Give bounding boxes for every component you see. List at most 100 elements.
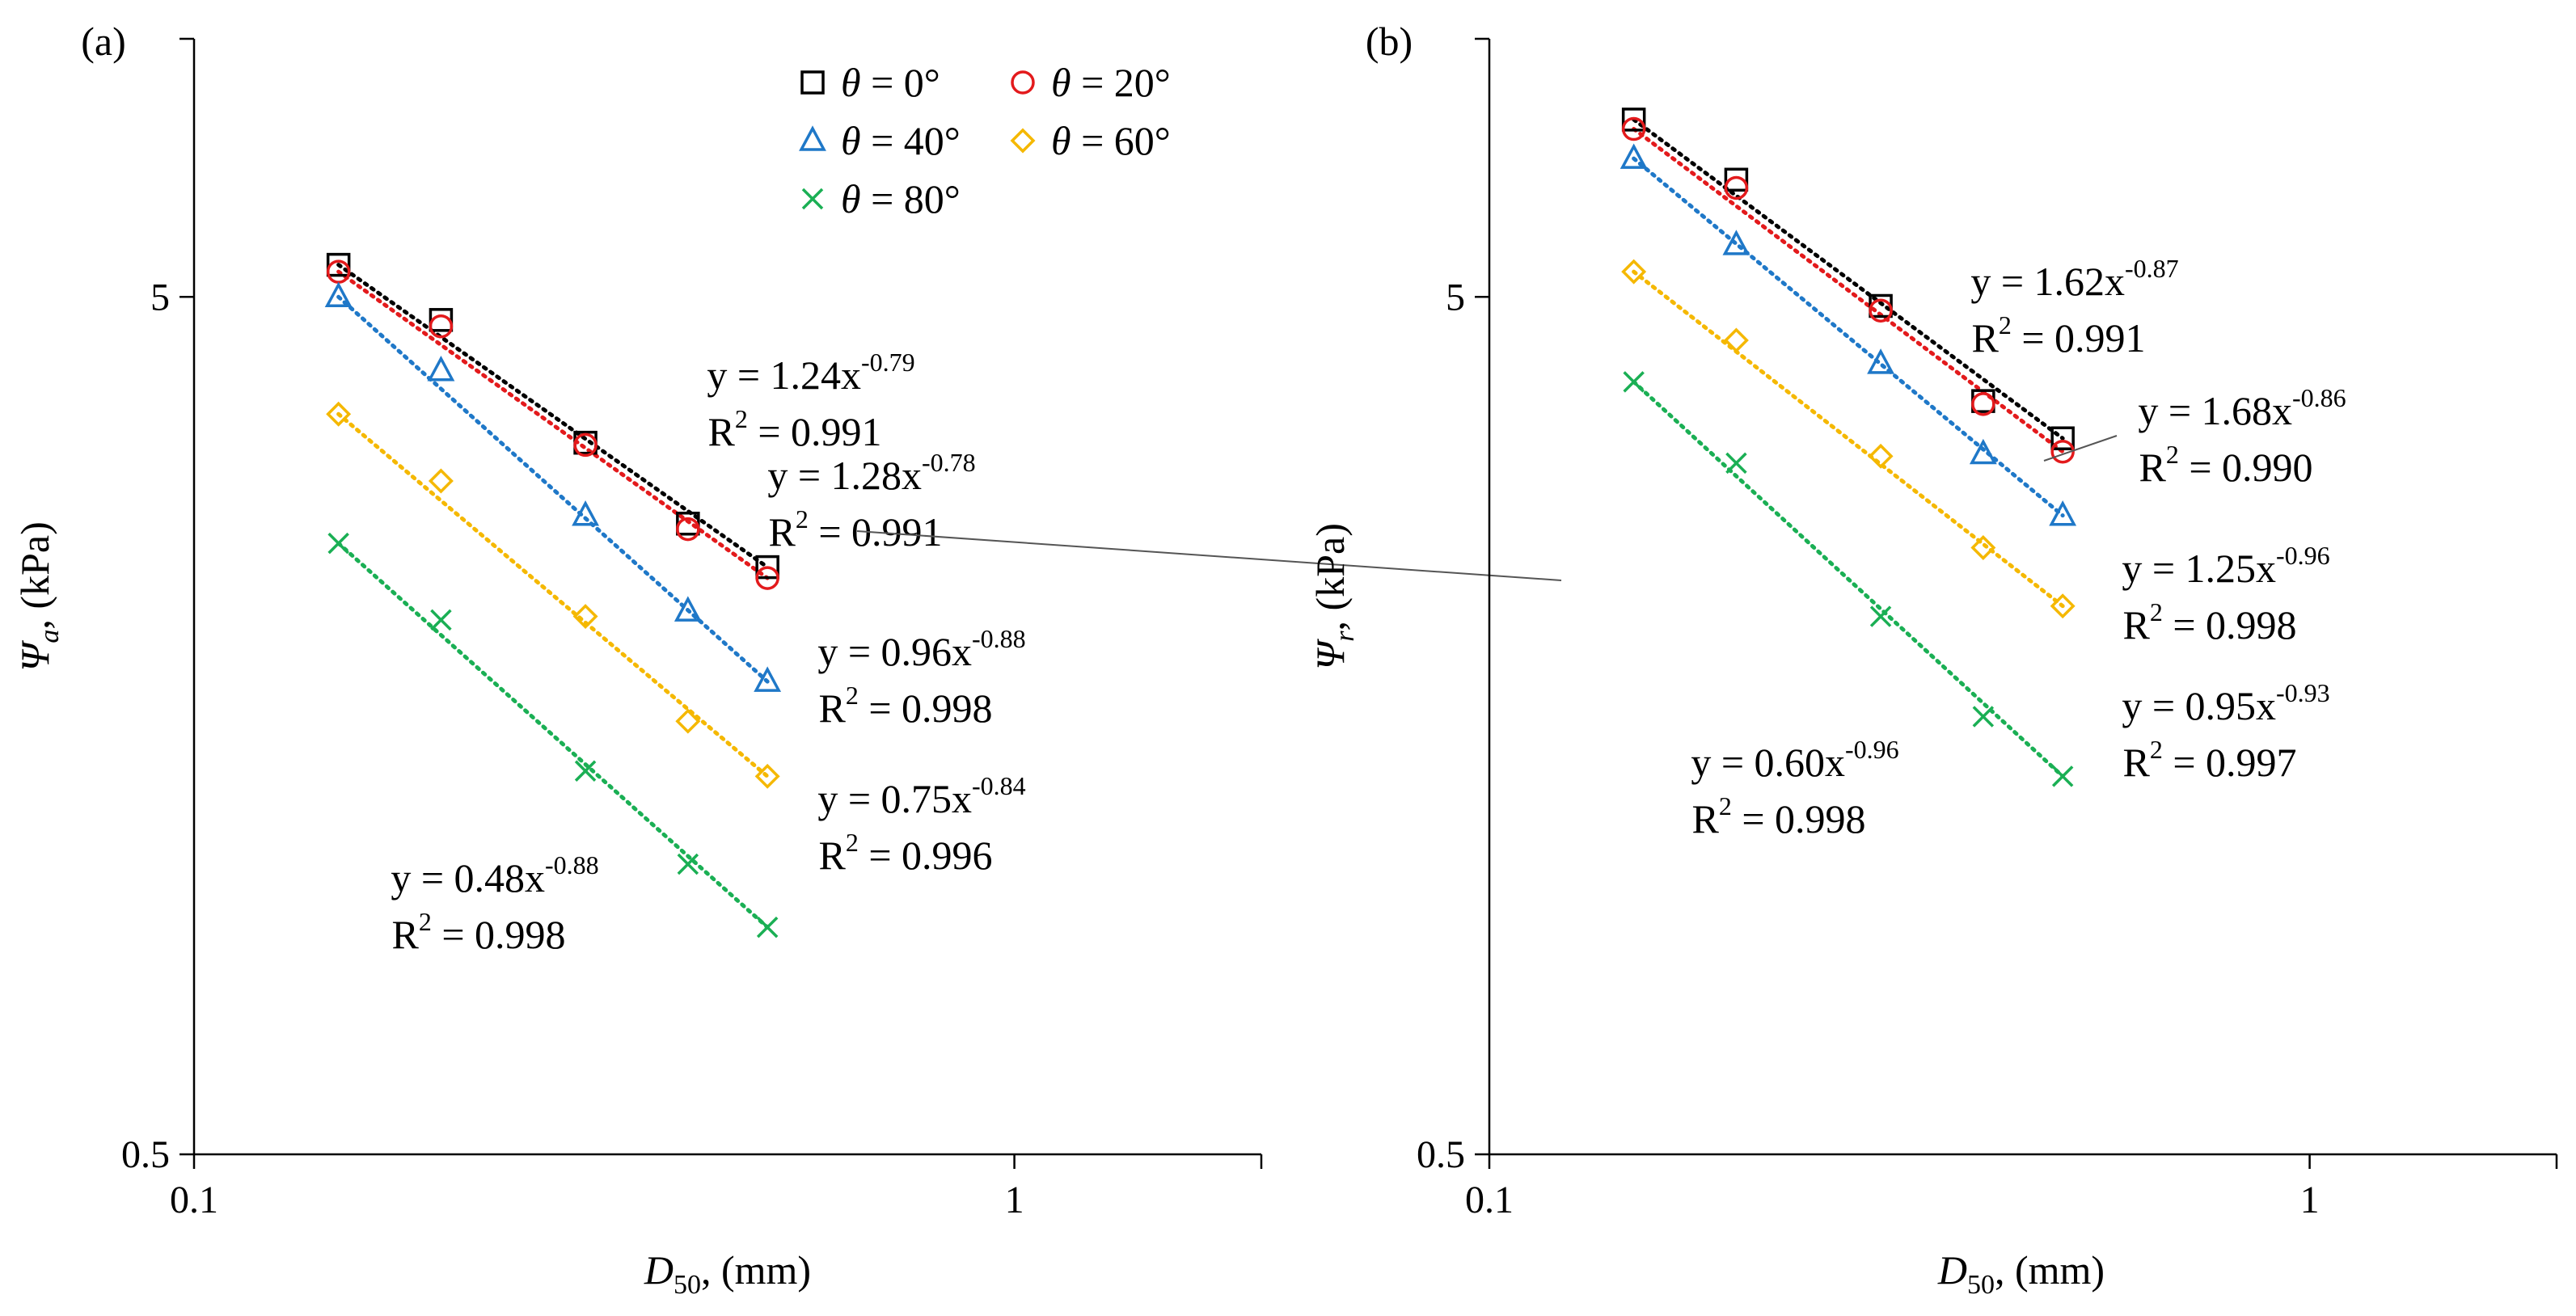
legend-marker xyxy=(799,125,826,151)
fit-annotation-2: y = 0.96x-0.88 R2 = 0.998 xyxy=(817,624,1025,731)
data-point-series-2-1 xyxy=(1722,230,1750,255)
y-tick-label: 0.5 xyxy=(1417,1133,1465,1176)
legend-entry-0: θ = 0° xyxy=(800,60,940,105)
fit-annotation-3: y = 0.95x-0.93 R2 = 0.997 xyxy=(2122,678,2329,785)
fit-annotation-0: y = 1.24x-0.79 R2 = 0.991 xyxy=(707,348,914,454)
trendline-4 xyxy=(336,541,770,930)
fit-annotation-2: y = 1.25x-0.96 R2 = 0.998 xyxy=(2122,541,2329,647)
x-axis-title: D50, (mm) xyxy=(1937,1247,2105,1300)
legend-marker xyxy=(1010,128,1036,154)
legend-label: θ = 60° xyxy=(1051,118,1171,163)
data-point-series-2-4 xyxy=(2049,500,2077,526)
fit-r-squared: R2 = 0.998 xyxy=(1691,791,1865,841)
data-point-series-3-4 xyxy=(754,763,780,789)
data-point-series-2-3 xyxy=(1969,438,1997,465)
data-point-series-4-3 xyxy=(1972,706,1995,728)
fit-annotation-4: y = 0.48x-0.88 R2 = 0.998 xyxy=(391,850,598,957)
data-point-series-3-0 xyxy=(326,401,352,427)
data-point-series-4-0 xyxy=(327,532,349,555)
panel-b: 0.1 1 0.5 5 (b) D50, (mm) Ψr, (kPa) y = 1.62x-0… xyxy=(1307,19,2558,1300)
fit-r-squared: R2 = 0.998 xyxy=(391,907,565,957)
data-point-series-1-3 xyxy=(1971,392,1995,416)
data-point-series-3-4 xyxy=(2050,593,2076,619)
legend-label: θ = 40° xyxy=(841,118,961,163)
data-point-series-3-2 xyxy=(572,604,598,630)
trendline-4 xyxy=(1632,379,2065,778)
data-point-series-3-0 xyxy=(1621,259,1647,285)
legend-marker xyxy=(801,188,824,210)
data-point-series-0-0 xyxy=(1621,108,1646,132)
x-axis-title: D50, (mm) xyxy=(644,1247,811,1300)
data-point-series-4-0 xyxy=(1623,371,1645,393)
y-tick-label: 0.5 xyxy=(121,1133,170,1176)
trendline-1 xyxy=(336,269,770,580)
data-point-series-2-0 xyxy=(1620,143,1648,169)
fit-r-squared: R2 = 0.990 xyxy=(2139,440,2312,490)
data-point-series-2-4 xyxy=(754,666,782,692)
legend-marker xyxy=(1011,70,1035,95)
legend-entry-2: θ = 40° xyxy=(799,118,961,163)
data-point-series-0-4 xyxy=(2050,426,2075,451)
data-point-series-2-2 xyxy=(572,500,600,526)
legend-marker xyxy=(800,70,825,95)
fit-r-squared: R2 = 0.991 xyxy=(1971,310,2145,361)
data-point-series-2-2 xyxy=(1867,348,1895,374)
annotation-leader-line xyxy=(856,530,1562,581)
data-point-series-4-4 xyxy=(2051,766,2074,787)
fit-equation: y = 0.96x-0.88 xyxy=(817,624,1025,674)
fit-equation: y = 0.60x-0.96 xyxy=(1691,735,1898,785)
data-point-series-0-1 xyxy=(1724,167,1749,192)
legend-label: θ = 80° xyxy=(841,176,961,221)
fit-r-squared: R2 = 0.991 xyxy=(768,504,942,555)
data-point-series-3-2 xyxy=(1868,443,1894,469)
data-point-series-3-1 xyxy=(428,468,454,494)
data-point-series-1-1 xyxy=(429,314,454,339)
x-tick-label: 1 xyxy=(2300,1179,2320,1221)
fit-r-squared: R2 = 0.996 xyxy=(818,828,992,878)
data-point-series-4-2 xyxy=(1869,605,1892,627)
fit-equation: y = 0.95x-0.93 xyxy=(2122,678,2329,728)
panel-a: 0.1 1 0.5 5 (a) D50, (mm) Ψa, (kPa) y = 1.24x-0… xyxy=(12,19,1562,1300)
fit-annotation-1: y = 1.68x-0.86 R2 = 0.990 xyxy=(2138,383,2346,490)
data-point-series-1-2 xyxy=(1869,298,1893,323)
data-point-series-4-1 xyxy=(1725,452,1747,475)
trendline-0 xyxy=(336,263,770,570)
legend-entry-1: θ = 20° xyxy=(1011,60,1171,105)
y-axis-title: Ψa, (kPa) xyxy=(12,521,65,671)
fit-r-squared: R2 = 0.997 xyxy=(2122,735,2296,785)
legend-entry-4: θ = 80° xyxy=(801,176,961,221)
trendline-0 xyxy=(1632,117,2065,441)
fit-annotation-0: y = 1.62x-0.87 R2 = 0.991 xyxy=(1970,254,2178,361)
fit-r-squared: R2 = 0.998 xyxy=(818,681,992,731)
annotation-leader-line xyxy=(2043,435,2118,462)
data-point-series-3-3 xyxy=(1970,535,1996,560)
fit-equation: y = 1.24x-0.79 xyxy=(707,348,914,398)
legend-entry-3: θ = 60° xyxy=(1010,118,1171,163)
fit-annotation-3: y = 0.75x-0.84 R2 = 0.996 xyxy=(817,771,1025,878)
x-tick-label: 0.1 xyxy=(1465,1179,1514,1221)
data-point-series-4-2 xyxy=(574,760,597,782)
y-axis-title: Ψr, (kPa) xyxy=(1307,523,1360,670)
fit-equation: y = 1.62x-0.87 xyxy=(1970,254,2178,304)
fit-equation: y = 1.68x-0.86 xyxy=(2138,383,2346,433)
legend-label: θ = 20° xyxy=(1051,60,1171,105)
fit-r-squared: R2 = 0.991 xyxy=(707,404,881,454)
fit-annotation-1: y = 1.28x-0.78 R2 = 0.991 xyxy=(767,448,975,555)
panel-label: (a) xyxy=(81,19,126,64)
trendline-2 xyxy=(336,294,770,684)
fit-annotation-4: y = 0.60x-0.96 R2 = 0.998 xyxy=(1691,735,1898,841)
fit-equation: y = 0.48x-0.88 xyxy=(391,850,598,901)
x-tick-label: 1 xyxy=(1005,1179,1024,1221)
data-point-series-4-3 xyxy=(677,853,699,875)
data-point-series-1-3 xyxy=(676,517,700,542)
data-point-series-0-0 xyxy=(326,252,351,277)
data-point-series-0-1 xyxy=(429,308,454,332)
data-point-series-4-1 xyxy=(430,609,452,631)
fit-r-squared: R2 = 0.998 xyxy=(2122,597,2296,647)
legend-label: θ = 0° xyxy=(841,60,940,105)
trendline-3 xyxy=(336,411,770,778)
data-point-series-2-0 xyxy=(324,281,353,308)
fit-equation: y = 1.28x-0.78 xyxy=(767,448,975,498)
data-point-series-1-0 xyxy=(1621,116,1646,141)
